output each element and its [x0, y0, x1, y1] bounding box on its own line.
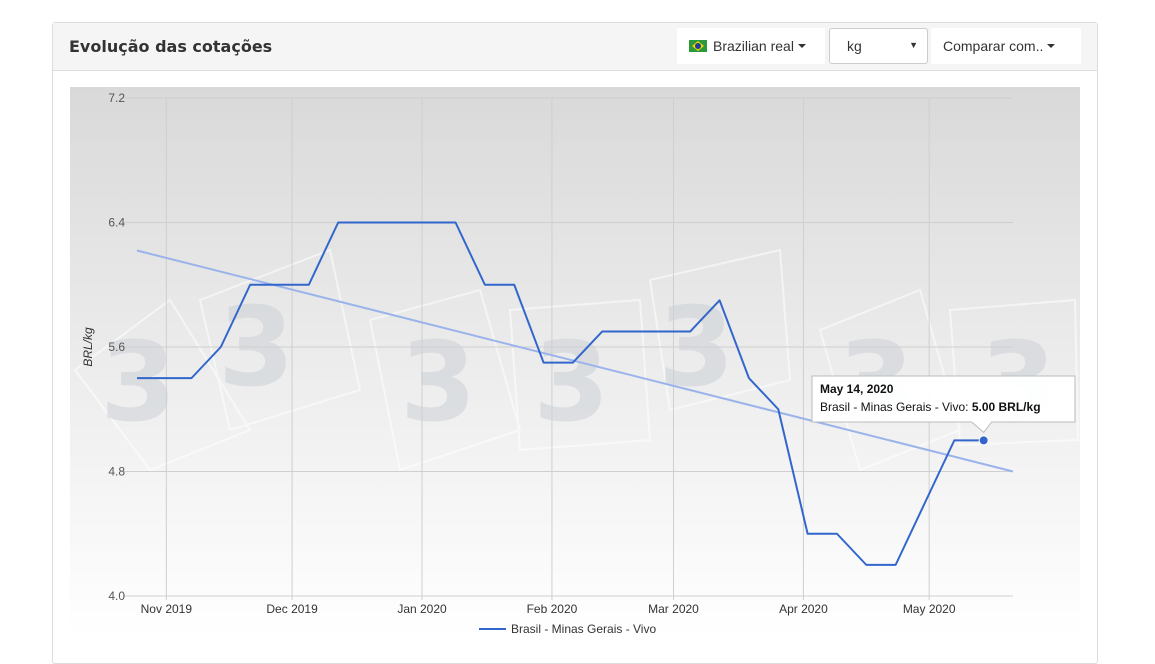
select-arrow-icon: ▼ — [909, 40, 918, 50]
unit-select[interactable]: kg ▼ — [829, 28, 928, 64]
x-tick-label: Mar 2020 — [648, 602, 699, 616]
y-tick-label: 7.2 — [108, 91, 125, 105]
brazil-flag-icon — [689, 40, 707, 52]
svg-text:3: 3 — [100, 318, 177, 446]
compare-label: Comparar com.. — [943, 38, 1044, 54]
y-tick-label: 5.6 — [108, 340, 125, 354]
caret-down-icon — [1047, 44, 1056, 48]
data-point[interactable] — [626, 325, 638, 337]
data-point[interactable] — [684, 325, 696, 337]
unit-value: kg — [847, 38, 862, 54]
data-point[interactable] — [802, 528, 814, 540]
data-point[interactable] — [860, 559, 872, 571]
panel-header: Evolução das cotações Brazilian real kg … — [53, 23, 1097, 71]
caret-down-icon — [797, 44, 806, 48]
tooltip-value: 5.00 BRL/kg — [972, 400, 1041, 414]
data-point[interactable] — [362, 217, 374, 229]
y-tick-label: 4.8 — [108, 465, 125, 479]
x-tick-label: Dec 2019 — [266, 602, 318, 616]
currency-dropdown[interactable]: Brazilian real — [677, 28, 825, 64]
data-point[interactable] — [948, 434, 960, 446]
data-point[interactable] — [538, 357, 550, 369]
x-tick-label: Jan 2020 — [397, 602, 447, 616]
svg-text:3: 3 — [400, 318, 477, 446]
data-point[interactable] — [772, 403, 784, 415]
y-axis-label: BRL/kg — [81, 327, 95, 367]
svg-text:3: 3 — [533, 318, 610, 446]
currency-label: Brazilian real — [713, 38, 794, 54]
data-point[interactable] — [131, 372, 143, 384]
legend[interactable]: Brasil - Minas Gerais - Vivo — [479, 622, 656, 636]
data-point[interactable] — [244, 279, 256, 291]
data-point[interactable] — [479, 279, 491, 291]
tooltip-date: May 14, 2020 — [820, 382, 894, 396]
data-point[interactable] — [303, 279, 315, 291]
data-point[interactable] — [596, 325, 608, 337]
y-tick-label: 4.0 — [108, 589, 125, 603]
data-point[interactable] — [714, 294, 726, 306]
compare-dropdown[interactable]: Comparar com.. — [931, 28, 1081, 64]
tooltip: May 14, 2020 Brasil - Minas Gerais - Vivo… — [811, 375, 1076, 434]
data-point[interactable] — [508, 279, 520, 291]
data-point[interactable] — [890, 559, 902, 571]
tooltip-series-label: Brasil - Minas Gerais - Vivo: — [820, 400, 972, 414]
legend-label: Brasil - Minas Gerais - Vivo — [511, 622, 656, 636]
x-tick-label: Nov 2019 — [141, 602, 193, 616]
x-tick-label: May 2020 — [903, 602, 956, 616]
series-line — [137, 221, 984, 566]
y-tick-label: 6.4 — [108, 216, 125, 230]
tooltip-series-value: Brasil - Minas Gerais - Vivo: 5.00 BRL/k… — [820, 400, 1041, 414]
highlighted-point[interactable] — [978, 435, 989, 446]
data-point[interactable] — [420, 217, 432, 229]
x-tick-label: Apr 2020 — [779, 602, 828, 616]
data-point[interactable] — [215, 341, 227, 353]
panel-title: Evolução das cotações — [69, 37, 273, 56]
data-point[interactable] — [919, 497, 931, 509]
data-point[interactable] — [831, 528, 843, 540]
data-point[interactable] — [567, 357, 579, 369]
data-point[interactable] — [655, 325, 667, 337]
tooltip-box — [811, 375, 1076, 434]
data-point[interactable] — [450, 217, 462, 229]
data-point[interactable] — [185, 372, 197, 384]
data-point[interactable] — [743, 372, 755, 384]
x-tick-label: Feb 2020 — [527, 602, 578, 616]
data-point[interactable] — [332, 217, 344, 229]
